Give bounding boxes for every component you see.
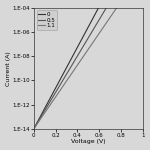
0.5 xyxy=(85,40,87,42)
0.5 xyxy=(33,128,35,130)
0 xyxy=(92,18,94,20)
Legend: 0, 0.5, 1.1: 0, 0.5, 1.1 xyxy=(36,10,57,30)
1.1 xyxy=(98,33,99,35)
1.1 xyxy=(92,42,94,44)
0 xyxy=(98,7,99,9)
1.1 xyxy=(33,128,35,130)
1.1 xyxy=(85,52,86,54)
0 xyxy=(85,31,86,33)
Line: 0: 0 xyxy=(34,0,143,129)
Line: 1.1: 1.1 xyxy=(34,0,143,129)
Y-axis label: Current (A): Current (A) xyxy=(6,51,10,86)
0.5 xyxy=(85,42,86,43)
X-axis label: Voltage (V): Voltage (V) xyxy=(71,140,106,144)
1.1 xyxy=(85,51,87,53)
0 xyxy=(85,30,87,32)
0.5 xyxy=(92,30,94,31)
0 xyxy=(33,128,35,130)
0.5 xyxy=(98,20,99,22)
Line: 0.5: 0.5 xyxy=(34,0,143,129)
